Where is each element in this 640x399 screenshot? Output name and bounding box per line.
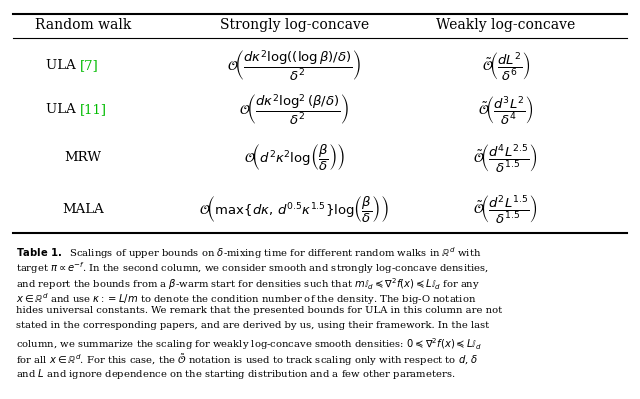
Text: $\tilde{\mathcal{O}}\!\left(\dfrac{d^3 L^2}{\delta^4}\right)$: $\tilde{\mathcal{O}}\!\left(\dfrac{d^3 L… — [478, 94, 533, 126]
Text: hides universal constants. We remark that the presented bounds for ULA in this c: hides universal constants. We remark tha… — [16, 306, 502, 315]
Text: target $\pi \propto e^{-f}$. In the second column, we consider smooth and strong: target $\pi \propto e^{-f}$. In the seco… — [16, 261, 489, 277]
Text: MALA: MALA — [62, 203, 104, 216]
Text: $\tilde{\mathcal{O}}\!\left(\dfrac{d^4 L^{2.5}}{\delta^{1.5}}\right)$: $\tilde{\mathcal{O}}\!\left(\dfrac{d^4 L… — [474, 142, 538, 174]
Text: column, we summarize the scaling for weakly log-concave smooth densities: $0 \pr: column, we summarize the scaling for wea… — [16, 336, 481, 352]
Text: stated in the corresponding papers, and are derived by us, using their framework: stated in the corresponding papers, and … — [16, 321, 489, 330]
Text: $\mathcal{O}\!\left(\dfrac{d\kappa^2\log^2(\beta/\delta)}{\delta^2}\right)$: $\mathcal{O}\!\left(\dfrac{d\kappa^2\log… — [239, 93, 349, 127]
Text: for all $x \in \mathbb{R}^d$. For this case, the $\tilde{\mathcal{O}}$ notation : for all $x \in \mathbb{R}^d$. For this c… — [16, 352, 479, 367]
Text: Strongly log-concave: Strongly log-concave — [220, 18, 369, 32]
Text: $x \in \mathbb{R}^d$ and use $\kappa := L/m$ to denote the condition number of t: $x \in \mathbb{R}^d$ and use $\kappa := … — [16, 291, 476, 307]
Text: [11]: [11] — [80, 103, 107, 116]
Text: $\mathbf{Table\ 1.}$  Scalings of upper bounds on $\delta$-mixing time for diffe: $\mathbf{Table\ 1.}$ Scalings of upper b… — [16, 245, 481, 261]
Text: ULA: ULA — [46, 103, 80, 116]
Text: $\mathcal{O}\!\left(d^2\kappa^2\log\!\left(\dfrac{\beta}{\delta}\right)\right)$: $\mathcal{O}\!\left(d^2\kappa^2\log\!\le… — [244, 142, 345, 173]
Text: Weakly log-concave: Weakly log-concave — [436, 18, 575, 32]
Text: and $L$ and ignore dependence on the starting distribution and a few other param: and $L$ and ignore dependence on the sta… — [16, 367, 456, 381]
Text: and report the bounds from a $\beta$-warm start for densities such that $m\mathb: and report the bounds from a $\beta$-war… — [16, 276, 480, 292]
Text: $\mathcal{O}\!\left(\max\left\{d\kappa,\,d^{0.5}\kappa^{1.5}\right\}\log\!\left(: $\mathcal{O}\!\left(\max\left\{d\kappa,\… — [200, 194, 389, 225]
Text: $\tilde{\mathcal{O}}\!\left(\dfrac{d^2 L^{1.5}}{\delta^{1.5}}\right)$: $\tilde{\mathcal{O}}\!\left(\dfrac{d^2 L… — [474, 194, 538, 225]
Text: ULA: ULA — [46, 59, 80, 72]
Text: Random walk: Random walk — [35, 18, 131, 32]
Text: $\tilde{\mathcal{O}}\!\left(\dfrac{dL^2}{\delta^6}\right)$: $\tilde{\mathcal{O}}\!\left(\dfrac{dL^2}… — [481, 50, 530, 82]
Text: MRW: MRW — [65, 151, 102, 164]
Text: $\mathcal{O}\!\left(\dfrac{d\kappa^2\log((\log\beta)/\delta)}{\delta^2}\right)$: $\mathcal{O}\!\left(\dfrac{d\kappa^2\log… — [227, 49, 362, 83]
Text: [7]: [7] — [80, 59, 99, 72]
